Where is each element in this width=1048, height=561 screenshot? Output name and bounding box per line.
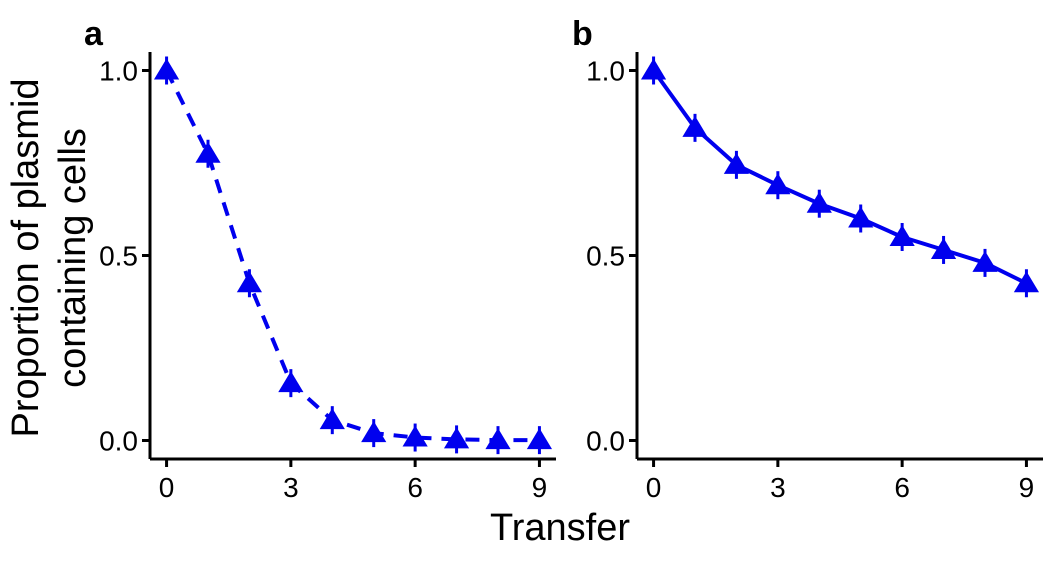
series-line xyxy=(164,69,540,443)
data-point xyxy=(930,237,957,259)
data-point xyxy=(278,371,304,393)
data-point xyxy=(723,152,750,174)
data-point xyxy=(361,421,387,443)
series-line xyxy=(651,69,1028,286)
x-tick-label: 6 xyxy=(407,472,423,503)
data-point xyxy=(682,115,708,137)
y-tick-label: 0.5 xyxy=(99,241,138,272)
data-point xyxy=(402,425,428,447)
data-point xyxy=(236,271,263,293)
x-tick-label: 6 xyxy=(894,472,910,503)
y-tick-label: 1.0 xyxy=(586,56,625,87)
data-point xyxy=(526,428,553,450)
x-tick-label: 0 xyxy=(159,472,175,503)
data-point xyxy=(485,428,511,450)
y-tick-label: 0.0 xyxy=(586,426,625,457)
panel-letter: b xyxy=(572,15,593,53)
y-axis-title-line-2: containing cells xyxy=(52,128,94,388)
data-point xyxy=(806,191,832,213)
data-point xyxy=(153,58,180,80)
panel-a: a 0.0 0.5 1.0 0 3 6 9 xyxy=(84,15,556,503)
y-tick-label: 0.5 xyxy=(586,241,625,272)
data-point xyxy=(319,408,345,430)
data-point xyxy=(972,250,998,272)
y-axis-title-line-1: Proportion of plasmid xyxy=(5,78,47,437)
x-tick-label: 3 xyxy=(283,472,299,503)
data-point xyxy=(640,58,667,80)
x-tick-label: 3 xyxy=(770,472,786,503)
x-tick-label: 9 xyxy=(532,472,548,503)
data-point xyxy=(1013,271,1040,293)
x-tick-label: 0 xyxy=(646,472,662,503)
x-axis-title: Transfer xyxy=(490,507,630,549)
data-point xyxy=(848,206,874,228)
data-point xyxy=(443,427,470,449)
data-point xyxy=(765,173,791,195)
x-tick-label: 9 xyxy=(1019,472,1035,503)
panel-letter: a xyxy=(84,15,104,53)
y-tick-label: 1.0 xyxy=(99,56,138,87)
data-point xyxy=(889,225,915,246)
data-point xyxy=(195,141,221,163)
panel-b: b 0.0 0.5 1.0 0 3 6 9 xyxy=(572,15,1043,503)
y-tick-label: 0.0 xyxy=(99,426,138,457)
